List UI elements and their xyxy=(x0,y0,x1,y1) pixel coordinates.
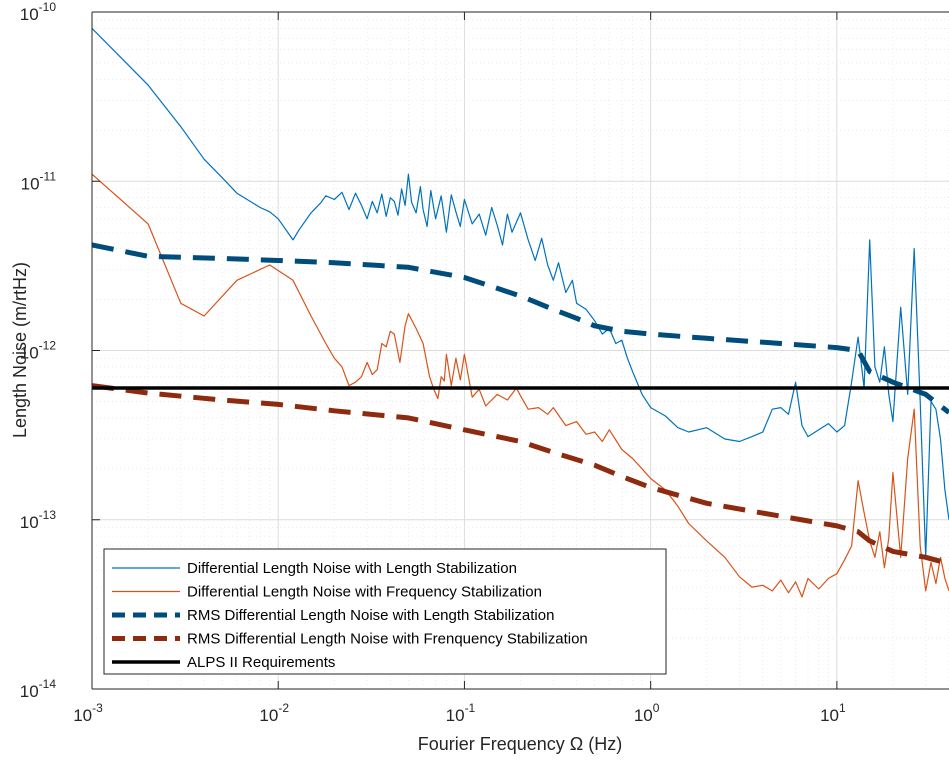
y-axis-label: Length Noise (m/rtHz) xyxy=(10,262,30,438)
tick-labels: 10-3 10-2 10-1 100 101 10-10 10-11 10-12 10-13 10… xyxy=(20,0,846,725)
series-line-1 xyxy=(92,27,949,558)
y-tick-label: 10-11 xyxy=(21,169,57,193)
x-tick-label: 10-3 xyxy=(73,701,103,725)
y-tick-label: 10-12 xyxy=(20,339,57,363)
y-tick-label: 10-14 xyxy=(20,677,57,701)
series-line-2 xyxy=(92,173,949,598)
legend-label-4: RMS Differential Length Noise with Frenq… xyxy=(187,631,588,648)
legend-label-3: RMS Differential Length Noise with Lengt… xyxy=(187,607,554,624)
x-tick-label: 10-2 xyxy=(259,701,289,725)
legend-label-2: Differential Length Noise with Frequency… xyxy=(187,584,542,601)
series-line-4 xyxy=(92,383,949,567)
x-tick-label: 101 xyxy=(820,701,846,725)
legend-box xyxy=(103,548,667,675)
legend: Differential Length Noise with Length St… xyxy=(103,548,667,675)
y-tick-label: 10-10 xyxy=(20,0,57,24)
legend-label-1: Differential Length Noise with Length St… xyxy=(187,560,517,577)
x-axis-label: Fourier Frequency Ω (Hz) xyxy=(418,734,623,754)
series-line-3 xyxy=(92,242,949,415)
x-tick-label: 100 xyxy=(634,701,660,725)
axes xyxy=(91,11,949,690)
series-layer xyxy=(92,27,949,598)
y-tick-label: 10-13 xyxy=(20,508,57,532)
legend-label-5: ALPS II Requirements xyxy=(187,654,335,671)
x-tick-label: 10-1 xyxy=(446,701,476,725)
